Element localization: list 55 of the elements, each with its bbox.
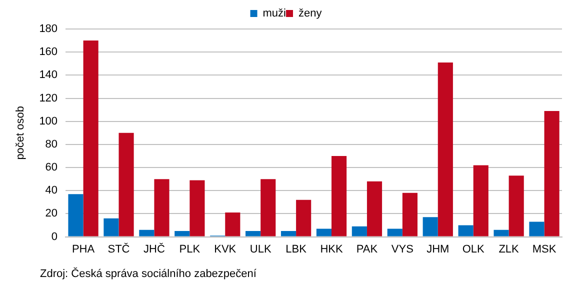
bar <box>104 218 119 236</box>
y-tick-label: 140 <box>39 69 58 82</box>
bar <box>458 225 474 236</box>
bar <box>494 230 509 236</box>
x-tick-label: JHM <box>426 243 450 256</box>
y-tick-label: 0 <box>51 230 58 243</box>
bar <box>118 132 134 236</box>
bar <box>332 156 347 236</box>
bar <box>174 231 190 236</box>
x-tick-label: OLK <box>462 243 486 256</box>
bar <box>352 226 367 236</box>
bar <box>366 181 382 236</box>
y-tick-label: 40 <box>45 184 58 197</box>
x-tick-label: ZLK <box>498 243 520 256</box>
x-tick-label: HKK <box>320 243 344 256</box>
bar <box>280 231 296 236</box>
y-tick-label: 120 <box>39 92 58 104</box>
bar <box>402 192 418 236</box>
x-tick-label: PAK <box>356 243 378 256</box>
bar <box>473 165 488 236</box>
bar <box>387 228 402 236</box>
bar <box>260 179 276 236</box>
text: Zdroj: Česká správa sociálního zabezpečení <box>40 268 256 280</box>
y-tick-label: 160 <box>39 46 58 58</box>
bar <box>139 230 154 236</box>
bar <box>508 176 524 236</box>
bar <box>83 40 98 236</box>
y-axis-title: počet osob <box>14 106 27 160</box>
x-tick-label: STČ <box>108 242 130 256</box>
x-tick-label: ULK <box>250 243 272 256</box>
bar <box>190 180 205 236</box>
legend-label: ženy <box>298 8 322 20</box>
y-tick-label: 80 <box>45 138 58 150</box>
y-tick-label: 60 <box>45 162 58 174</box>
bar <box>438 62 453 236</box>
bar <box>544 110 560 236</box>
x-tick-label: PHA <box>72 243 96 256</box>
bar <box>68 194 84 236</box>
x-tick-label: JHČ <box>144 242 165 256</box>
bar <box>246 231 261 236</box>
x-tick-label: PLK <box>179 243 201 256</box>
x-tick-label: LBK <box>286 243 308 256</box>
x-tick-label: VYS <box>391 243 414 256</box>
x-tick-label: MSK <box>532 243 557 256</box>
bar <box>296 200 312 236</box>
y-tick-label: 100 <box>39 115 58 128</box>
y-tick-label: 180 <box>39 23 58 36</box>
x-tick-label: KVK <box>214 243 237 256</box>
bar <box>154 179 170 236</box>
legend-label: muži <box>262 8 286 20</box>
bar <box>529 222 544 236</box>
y-tick-label: 20 <box>45 208 58 220</box>
bar <box>225 212 240 236</box>
bar <box>316 228 332 236</box>
bar <box>422 217 438 236</box>
